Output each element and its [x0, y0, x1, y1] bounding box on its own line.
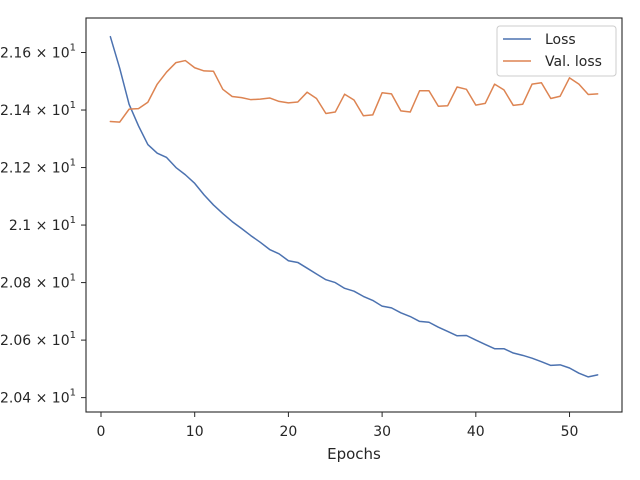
x-tick-label: 50 — [561, 424, 579, 440]
legend-label: Val. loss — [545, 54, 602, 70]
y-tick-label: 2.06 × 101 — [0, 330, 76, 349]
y-tick-label: 2.14 × 101 — [0, 100, 76, 119]
series-line-val-loss — [109, 59, 599, 123]
y-tick-label: 2.12 × 101 — [0, 158, 76, 177]
x-tick-label: 30 — [373, 424, 391, 440]
axes-frame — [85, 17, 623, 413]
y-tick-label: 2.1 × 101 — [9, 215, 76, 234]
plot-area — [86, 18, 622, 412]
x-tick-label: 0 — [97, 424, 106, 440]
y-tick-label: 2.08 × 101 — [0, 273, 76, 292]
legend: Loss Val. loss — [496, 25, 617, 77]
x-axis-label: Epochs — [327, 445, 381, 463]
y-tick-label: 2.04 × 101 — [0, 388, 76, 407]
x-tick-label: 20 — [279, 424, 297, 440]
y-tick-label: 2.16 × 101 — [0, 43, 76, 62]
legend-label: Loss — [545, 32, 576, 48]
series-line-loss — [109, 35, 599, 378]
x-tick-label: 10 — [186, 424, 204, 440]
x-tick-label: 40 — [467, 424, 485, 440]
